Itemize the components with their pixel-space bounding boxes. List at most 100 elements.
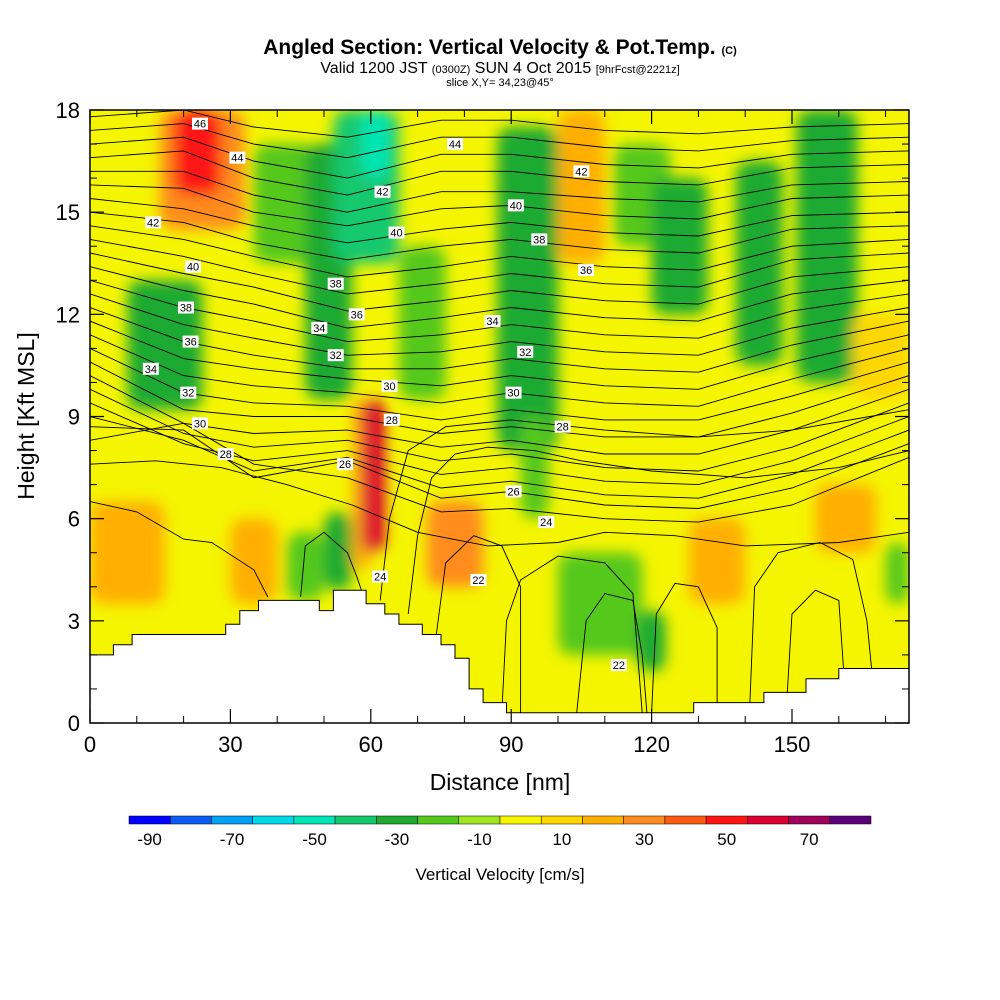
isentrope-line: [90, 136, 909, 179]
contour-label: 38: [531, 233, 548, 246]
contour-label-box: [381, 379, 398, 392]
isentrope-line: [300, 531, 362, 598]
contour-label-text: 30: [194, 418, 206, 430]
title-unit: (C): [721, 45, 737, 57]
velocity-cell: [286, 532, 324, 601]
contour-label-box: [217, 447, 234, 460]
contour-label-text: 24: [374, 572, 386, 584]
isentrope-line: [90, 388, 909, 472]
valid-time-line: Valid 1200 JST (0300Z) SUN 4 Oct 2015 [9…: [0, 60, 1000, 78]
contour-label-text: 38: [533, 234, 545, 246]
contour-label-box: [531, 233, 548, 246]
valid-utc: (0300Z): [431, 64, 471, 76]
contour-label-box: [145, 216, 162, 229]
contour-label-text: 32: [182, 388, 194, 400]
contour-label: 36: [578, 264, 595, 277]
contour-label-box: [383, 413, 400, 426]
contour-label-box: [311, 321, 328, 334]
contour-label-box: [191, 117, 208, 130]
colorbar-tick-label: -30: [385, 830, 410, 849]
colorbar-tick-label: -50: [302, 830, 327, 849]
velocity-cell: [361, 110, 390, 179]
y-tick-label: 15: [56, 200, 80, 225]
contour-label: 38: [177, 301, 194, 315]
contour-label-box: [327, 349, 344, 362]
x-tick-label: 120: [633, 732, 670, 757]
x-tick-label: 60: [359, 732, 383, 757]
contour-label: 38: [327, 277, 344, 291]
velocity-cell: [815, 484, 877, 553]
contour-label: 26: [505, 485, 522, 498]
contour-label: 36: [348, 308, 365, 321]
colorbar-swatch: [623, 815, 666, 825]
contour-label: 44: [229, 151, 246, 165]
contour-label-box: [573, 165, 590, 178]
isentrope-line: [90, 150, 909, 196]
velocity-cell: [651, 178, 708, 315]
contour-label: 40: [388, 226, 405, 240]
contour-label-text: 34: [145, 364, 157, 376]
colorbar-swatch: [334, 815, 377, 825]
colorbar-swatch: [499, 815, 542, 825]
contour-label-text: 42: [147, 217, 159, 229]
y-tick-label: 18: [56, 98, 80, 123]
forecast-info: [9hrFcst@2221z]: [595, 64, 680, 76]
isentrope-line: [379, 409, 909, 601]
contour-label: 30: [505, 386, 522, 400]
x-tick-label: 150: [774, 732, 811, 757]
contour-label-box: [182, 335, 199, 348]
contour-label: 28: [554, 420, 571, 434]
contour-label: 34: [142, 362, 159, 376]
isentrope-line: [90, 334, 909, 407]
contour-label-text: 36: [580, 265, 592, 277]
contour-label-box: [374, 185, 391, 198]
colorbar-tick-label: -70: [220, 830, 245, 849]
terrain-mask: [90, 589, 909, 723]
contour-label-box: [517, 345, 534, 358]
y-axis-label: Height [Kft MSL]: [13, 332, 39, 499]
contour-label-text: 44: [449, 139, 461, 151]
contour-label-text: 32: [519, 347, 531, 359]
contour-label: 46: [191, 117, 208, 131]
colorbar-swatch: [293, 815, 336, 825]
contour-label-box: [578, 264, 595, 277]
isentrope-line: [90, 307, 909, 373]
contour-label: 24: [538, 516, 555, 529]
colorbar-swatch: [829, 815, 872, 825]
contour-label: 24: [372, 570, 389, 584]
contour-label-box: [470, 573, 487, 586]
contour-label-text: 44: [231, 153, 243, 165]
isentrope-line: [90, 422, 909, 523]
contour-label: 36: [182, 335, 199, 349]
isentrope-line: [749, 542, 873, 703]
velocity-cell: [637, 610, 666, 672]
y-tick-label: 6: [68, 507, 80, 532]
contour-label-text: 40: [390, 228, 402, 240]
colorbar-swatch: [376, 815, 418, 825]
contour-label: 40: [184, 260, 201, 274]
valid-date: SUN 4 Oct 2015: [474, 60, 592, 77]
colorbar-swatch: [417, 815, 460, 825]
isentrope-line: [90, 279, 909, 343]
x-tick-label: 30: [218, 732, 242, 757]
colorbar: -90 -70 -50 -30 -10 10 30 50 70: [128, 815, 872, 849]
velocity-cell: [361, 399, 385, 553]
contour-label-text: 40: [187, 262, 199, 274]
valid-prefix: Valid 1200 JST: [320, 60, 428, 77]
velocity-cell: [230, 518, 278, 604]
colorbar-tick-label: 50: [717, 830, 736, 849]
contour-label: 30: [381, 379, 398, 393]
isentrope-line: [576, 593, 648, 713]
colorbar-swatch: [540, 815, 583, 825]
contour-label: 40: [507, 199, 524, 212]
velocity-cell: [558, 110, 605, 264]
colorbar-tick-label: 30: [635, 830, 654, 849]
velocity-cell: [426, 501, 484, 587]
contour-label-text: 22: [472, 575, 484, 587]
contour-label-text: 40: [510, 200, 522, 212]
isentrope-line: [90, 198, 909, 244]
contour-label-box: [554, 420, 571, 433]
isentrope-line: [435, 535, 522, 713]
contour-label-box: [484, 315, 501, 328]
contour-label: 32: [180, 386, 197, 400]
